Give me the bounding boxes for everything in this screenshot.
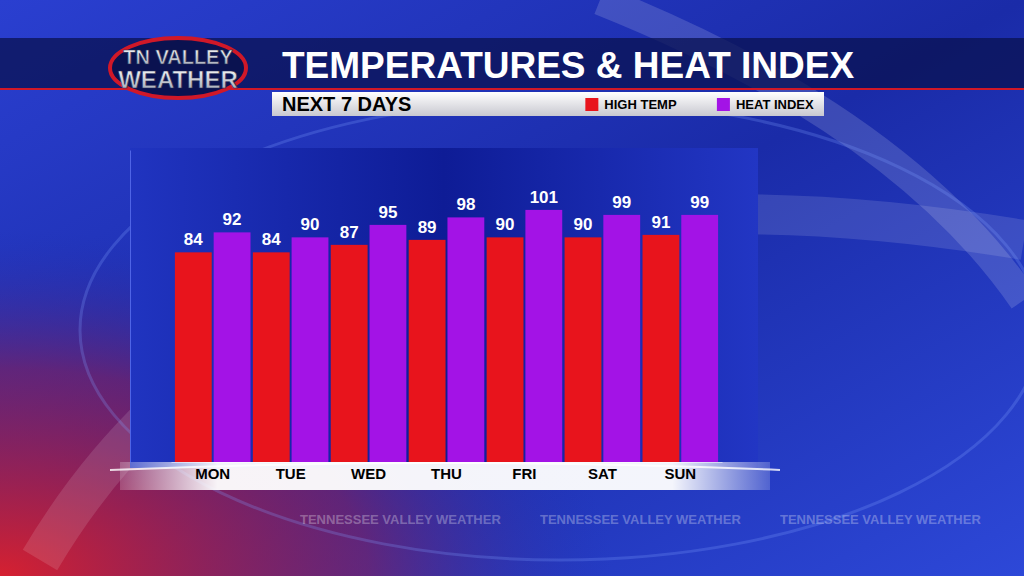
data-label: 90 <box>301 215 320 234</box>
background-glow <box>0 0 1024 576</box>
x-tick: FRI <box>512 462 536 482</box>
y-axis <box>130 151 131 463</box>
x-tick: MON <box>195 462 230 482</box>
data-label: 98 <box>456 195 475 214</box>
bar <box>175 252 212 462</box>
chart-root: TN VALLEYWEATHER TEMPERATURES & HEAT INDE… <box>0 0 1024 576</box>
data-label: 84 <box>262 230 281 249</box>
x-tick-label: TUE <box>276 465 306 482</box>
bar <box>409 240 446 462</box>
bar <box>370 225 407 462</box>
legend-swatch <box>717 98 730 111</box>
watermark: TENNESSEE VALLEY WEATHER TENNESSEE VALLEY… <box>300 512 981 527</box>
subtitle: NEXT 7 DAYS <box>282 93 411 115</box>
swoosh <box>80 100 1024 560</box>
data-label: 89 <box>418 218 437 237</box>
x-tick-label: WED <box>351 465 386 482</box>
logo: TN VALLEYWEATHER <box>110 38 246 98</box>
bars <box>175 210 718 462</box>
x-tick: SAT <box>588 462 617 482</box>
legend: HIGH TEMP HEAT INDEX <box>585 97 814 112</box>
watermark-text: TENNESSEE VALLEY WEATHER <box>540 512 741 527</box>
x-tick-label: THU <box>431 465 462 482</box>
x-tick-label: SAT <box>588 465 617 482</box>
bar <box>292 237 329 462</box>
subtitle-strip <box>272 92 824 116</box>
data-label: 87 <box>340 223 359 242</box>
legend-label: HIGH TEMP <box>604 97 677 112</box>
bar <box>214 232 251 462</box>
data-label: 84 <box>184 230 203 249</box>
watermark-text: TENNESSEE VALLEY WEATHER <box>300 512 501 527</box>
logo-text: WEATHER <box>118 66 238 93</box>
x-tick: TUE <box>276 462 306 482</box>
legend-item: HEAT INDEX <box>717 97 814 112</box>
data-label: 90 <box>574 215 593 234</box>
data-label: 99 <box>690 193 709 212</box>
background <box>0 0 1024 576</box>
y-axis-line <box>130 151 131 463</box>
bar <box>525 210 562 462</box>
bar <box>603 215 640 462</box>
data-label: 99 <box>612 193 631 212</box>
bar-series <box>214 210 718 462</box>
logo-ring <box>110 38 246 98</box>
category-strip <box>120 462 770 490</box>
bar <box>447 217 484 462</box>
watermark-text: TENNESSEE VALLEY WEATHER <box>780 512 981 527</box>
x-tick: SUN <box>664 462 696 482</box>
x-tick: THU <box>431 462 462 482</box>
data-label: 91 <box>651 213 670 232</box>
legend-swatch <box>585 98 598 111</box>
data-label: 101 <box>530 188 558 207</box>
plot-panel <box>130 148 758 468</box>
bar <box>643 235 680 462</box>
title: TEMPERATURES & HEAT INDEX <box>282 45 854 86</box>
bar <box>681 215 718 462</box>
x-tick: WED <box>351 462 386 482</box>
legend-label: HEAT INDEX <box>736 97 814 112</box>
bar <box>487 237 524 462</box>
bar <box>331 245 368 462</box>
bar <box>565 237 602 462</box>
x-axis: MON TUE WED THU FRI SAT SUN <box>172 462 723 482</box>
logo-text: TN VALLEY <box>123 46 233 68</box>
x-tick-label: SUN <box>664 465 696 482</box>
data-labels: 84 84 87 89 90 90 91 92 90 95 98 101 99 99 <box>184 188 709 249</box>
x-tick-label: MON <box>195 465 230 482</box>
data-label: 95 <box>378 203 397 222</box>
legend-item: HIGH TEMP <box>585 97 677 112</box>
data-label: 92 <box>223 210 242 229</box>
bar <box>253 252 290 462</box>
x-axis-line <box>172 462 723 463</box>
data-label: 90 <box>496 215 515 234</box>
x-tick-label: FRI <box>512 465 536 482</box>
